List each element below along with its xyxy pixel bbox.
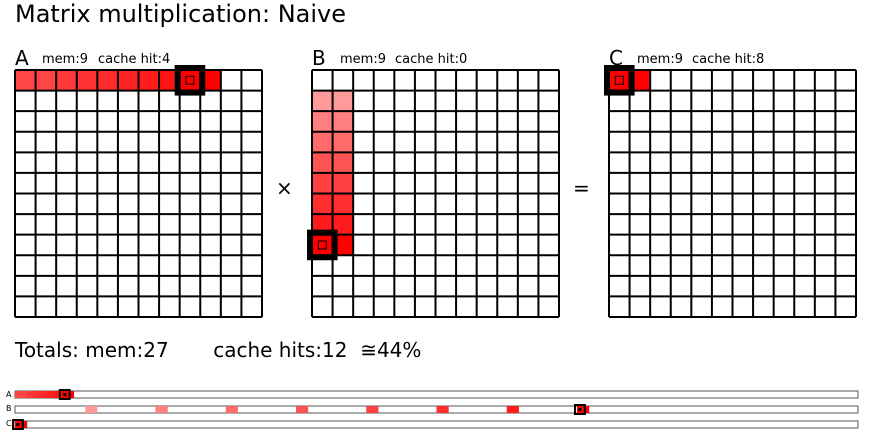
matrix-b-cache: cache hit:0 (395, 52, 468, 67)
matrix-c-cursor (604, 65, 635, 96)
matrix-b-cell-r7-c1 (332, 214, 354, 235)
matrix-a-cell-r0-c2 (56, 70, 77, 91)
matrix-b-cell-r3-c1 (332, 131, 354, 153)
matrix-a-name: A (15, 46, 29, 70)
strip-b-cell-85 (512, 406, 519, 413)
matrix-c-cell-r0-c1 (629, 70, 651, 91)
strip-a-cell-0 (15, 391, 22, 398)
matrix-b-cursor (307, 229, 338, 261)
strip-b-cell-24 (155, 406, 162, 413)
matrix-a-cell-r0-c0 (15, 70, 36, 91)
totals-percent: ≅44% (360, 338, 422, 362)
strip-a-cell-6 (50, 391, 57, 398)
matrix-b-cell-r4-c0 (312, 152, 333, 173)
strip-b-label: B (6, 404, 12, 413)
matrix-c-cursor-dot (614, 75, 624, 85)
matrix-b-mem: mem:9 (340, 52, 386, 67)
strip-b-cell-49 (301, 406, 309, 413)
strip-a-cell-1 (20, 391, 28, 398)
strip-a-cell-3 (32, 391, 39, 398)
matrix-b-cell-r5-c1 (332, 172, 354, 194)
matrix-b-cell-r4-c1 (332, 152, 354, 173)
matrix-a-cell-r0-c9 (200, 70, 221, 91)
strip-a-cursor (58, 389, 71, 400)
matrix-c-name: C (609, 46, 623, 70)
matrix-a-cell-r0-c5 (117, 70, 139, 91)
strip-b-cell-61 (372, 406, 379, 413)
strip-a-cell-2 (26, 391, 34, 398)
matrix-b-cell-r5-c0 (312, 172, 333, 194)
strip-a-label: A (6, 390, 12, 399)
strip-a-cell-5 (44, 391, 51, 398)
strip-b-cell-84 (506, 406, 514, 413)
strip-c-cursor (12, 419, 24, 430)
strip-c-cursor-dot (16, 423, 20, 426)
page-title: Matrix multiplication: Naive (15, 0, 346, 28)
matrix-a-cell-r0-c3 (76, 70, 98, 91)
matrix-a-cell-r0-c6 (138, 70, 160, 91)
strip-b-cell-12 (85, 406, 92, 413)
strip-b-cursor-dot (578, 408, 582, 411)
strip-c-track (14, 420, 859, 429)
strip-b-cell-48 (296, 406, 303, 413)
strip-c-label: C (6, 419, 12, 428)
strip-b-cell-25 (161, 406, 168, 413)
matrix-b-cell-r7-c0 (312, 214, 333, 235)
matrix-a-mem: mem:9 (42, 52, 88, 67)
matrix-a-cell-r0-c4 (97, 70, 118, 91)
matrix-c-cache: cache hit:8 (692, 52, 765, 67)
matrix-b-cell-r1-c0 (312, 90, 333, 112)
matrix-b-cell-r1-c1 (332, 90, 354, 112)
strip-b-cell-97 (582, 406, 590, 413)
matrix-b-cell-r3-c0 (312, 131, 333, 153)
matrix-a-cell-r0-c1 (35, 70, 57, 91)
totals-line: Totals: mem:27 cache hits:12 ≅44% (15, 338, 421, 362)
matrix-b-cell-r2-c0 (312, 111, 333, 132)
totals-cache: cache hits:12 (213, 338, 348, 362)
strip-c-cell-1 (20, 421, 28, 428)
matrix-b-cell-r6-c0 (312, 193, 333, 215)
matrix-a-cursor (174, 65, 206, 96)
strip-b-cell-60 (366, 406, 373, 413)
strip-b-cell-36 (225, 406, 233, 413)
matrix-b-cursor-dot (317, 240, 327, 250)
strip-b-cell-37 (231, 406, 238, 413)
matrix-b-name: B (312, 46, 326, 70)
matrix-c-mem: mem:9 (637, 52, 683, 67)
strip-b-cell-72 (436, 406, 443, 413)
multiply-sign: × (276, 176, 293, 200)
strip-a-cursor-dot (63, 393, 67, 396)
strip-b-cell-13 (91, 406, 98, 413)
matrix-b-cell-r2-c1 (332, 111, 354, 132)
strip-a-cell-4 (38, 391, 45, 398)
matrix-b-cell-r6-c1 (332, 193, 354, 215)
strip-a-cell-9 (67, 391, 75, 398)
strip-b-cell-73 (442, 406, 449, 413)
matrix-b-cell-r8-c1 (332, 234, 354, 256)
matrix-a-cursor-dot (185, 75, 195, 85)
totals-mem: Totals: mem:27 (15, 338, 169, 362)
matrix-a-cache: cache hit:4 (98, 52, 171, 67)
matrix-a-cell-r0-c7 (159, 70, 180, 91)
strip-b-cursor (574, 404, 586, 415)
strip-a-track (14, 390, 859, 399)
equals-sign: = (573, 176, 590, 200)
